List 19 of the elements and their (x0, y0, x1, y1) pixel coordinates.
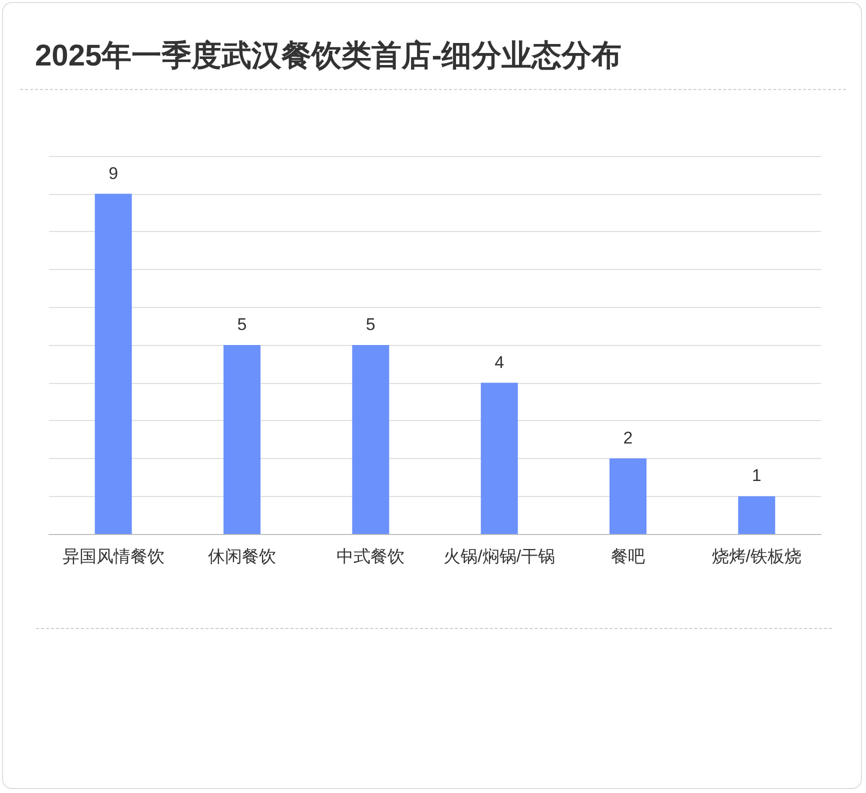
chart-title: 2025年一季度武汉餐饮类首店-细分业态分布 (35, 38, 622, 72)
bar (610, 458, 646, 534)
data-label: 1 (752, 466, 762, 486)
data-label: 2 (623, 428, 633, 448)
bar (738, 496, 776, 534)
x-tick-label: 异国风情餐饮 (62, 547, 164, 566)
bar (352, 345, 390, 534)
bar (224, 345, 260, 534)
data-label: 5 (237, 315, 247, 334)
bar (480, 382, 518, 534)
x-tick-label: 中式餐饮 (336, 547, 405, 566)
data-label: 5 (366, 315, 376, 334)
x-tick-label: 休闲餐饮 (208, 547, 276, 566)
x-tick-label: 烧烤/铁板烧 (712, 547, 802, 566)
bar (94, 194, 132, 534)
data-label: 9 (108, 164, 118, 183)
data-label: 4 (494, 352, 504, 372)
x-tick-label: 火锅/焖锅/干锅 (444, 547, 556, 566)
x-tick-label: 餐吧 (611, 547, 645, 566)
